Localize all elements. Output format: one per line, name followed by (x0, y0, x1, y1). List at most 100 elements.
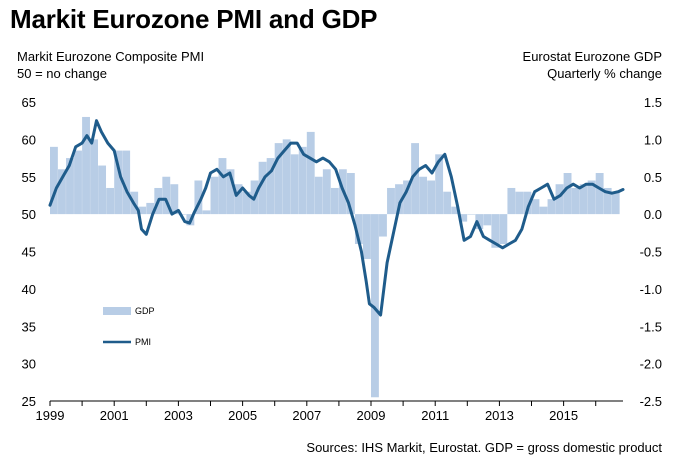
right-tick-label: 0.0 (644, 207, 662, 222)
x-tick-label: 2009 (357, 408, 386, 423)
gdp-bar (595, 173, 604, 215)
x-tick-marks: 1999 2001 2003 2005 2007 2009 2011 2013 2015 (36, 401, 597, 423)
legend-gdp-swatch (103, 307, 131, 315)
legend-gdp-label: GDP (135, 306, 155, 316)
gdp-bar (611, 191, 620, 215)
gdp-bar (475, 214, 484, 230)
gdp-bar (314, 176, 323, 215)
gdp-bar (491, 214, 500, 248)
right-tick-label: -1.0 (640, 282, 662, 297)
legend-pmi-label: PMI (135, 337, 151, 347)
chart-title: Markit Eurozone PMI and GDP (10, 4, 378, 34)
gdp-bar (50, 146, 58, 215)
gdp-bar (411, 143, 419, 215)
gdp-bar (114, 150, 123, 215)
x-tick-label: 2003 (164, 408, 193, 423)
gdp-bar (427, 180, 436, 215)
left-tick-label: 30 (22, 357, 36, 372)
gdp-bar (74, 150, 82, 215)
right-tick-label: 0.5 (644, 170, 662, 185)
gdp-bar (346, 173, 355, 215)
gdp-bar (571, 187, 580, 215)
right-axis-label: Eurostat Eurozone GDP Quarterly % change (523, 48, 662, 82)
gdp-bar (106, 187, 115, 215)
gdp-bar (507, 187, 516, 215)
gdp-bar (387, 187, 395, 215)
gdp-bar (362, 214, 371, 259)
gdp-bar (98, 165, 107, 215)
right-tick-label: -2.5 (640, 394, 662, 409)
gdp-bar (170, 184, 179, 215)
gdp-bar (451, 206, 460, 215)
gdp-bar (90, 139, 98, 215)
right-tick-label: -0.5 (640, 245, 662, 260)
right-tick-label: 1.5 (644, 95, 662, 110)
gdp-bar (66, 158, 74, 215)
gdp-bar (290, 154, 299, 215)
gdp-bar (210, 176, 219, 215)
gdp-bar (395, 184, 403, 215)
gdp-bar (322, 169, 331, 215)
left-tick-label: 65 (22, 95, 36, 110)
gdp-bar (499, 214, 508, 245)
gdp-bar (266, 158, 275, 215)
gdp-bar (202, 210, 211, 215)
left-axis-label-line2: 50 = no change (17, 66, 107, 81)
x-tick-label: 2001 (100, 408, 129, 423)
gdp-bar (234, 184, 243, 215)
gdp-bar (459, 214, 468, 222)
gdp-bar (306, 131, 315, 215)
right-tick-label: -2.0 (640, 357, 662, 372)
gdp-bar (138, 206, 147, 215)
gdp-bar (483, 214, 492, 226)
left-tick-label: 45 (22, 245, 36, 260)
gdp-bar (531, 199, 540, 215)
left-tick-label: 25 (22, 394, 36, 409)
gdp-bar (419, 176, 428, 215)
gdp-bar (226, 169, 235, 215)
gdp-bar (298, 146, 307, 215)
x-tick-label: 1999 (36, 408, 65, 423)
left-tick-label: 55 (22, 170, 36, 185)
left-tick-label: 35 (22, 319, 36, 334)
right-axis-label-line2: Quarterly % change (547, 66, 662, 81)
left-tick-labels: 65 60 55 50 45 40 35 30 25 (22, 95, 36, 409)
source-note: Sources: IHS Markit, Eurostat. GDP = gro… (306, 440, 662, 455)
gdp-bar (354, 214, 363, 245)
right-tick-label: -1.5 (640, 319, 662, 334)
legend: GDP PMI (103, 306, 155, 347)
gdp-bar (515, 191, 524, 215)
gdp-bar (579, 184, 588, 215)
gdp-bar (282, 139, 291, 215)
x-tick-label: 2011 (421, 408, 449, 423)
x-tick-label: 2007 (292, 408, 321, 423)
right-axis-label-line1: Eurostat Eurozone GDP (522, 49, 662, 64)
gdp-bar (563, 173, 572, 215)
gdp-bar (122, 150, 131, 215)
gdp-bar (258, 161, 267, 215)
x-tick-label: 2013 (485, 408, 514, 423)
gdp-bar (443, 191, 452, 215)
right-tick-label: 1.0 (644, 132, 662, 147)
gdp-bar (467, 214, 476, 215)
gdp-bars (50, 116, 620, 398)
left-axis-label: Markit Eurozone Composite PMI 50 = no ch… (17, 48, 204, 82)
gdp-bar (162, 176, 171, 215)
pmi-line (48, 119, 625, 317)
x-tick-label: 2005 (228, 408, 257, 423)
gdp-bar (58, 169, 66, 215)
left-axis-label-line1: Markit Eurozone Composite PMI (17, 49, 205, 64)
gdp-bar (435, 154, 444, 215)
gdp-bar (218, 158, 227, 215)
gdp-bar (587, 180, 596, 215)
gdp-bar (242, 191, 251, 215)
left-tick-label: 50 (22, 207, 36, 222)
gdp-bar (194, 180, 203, 215)
left-tick-label: 40 (22, 282, 36, 297)
gdp-bar (603, 187, 612, 215)
gdp-bar (146, 202, 155, 215)
gdp-bar (523, 191, 532, 215)
gdp-bar (555, 184, 564, 215)
